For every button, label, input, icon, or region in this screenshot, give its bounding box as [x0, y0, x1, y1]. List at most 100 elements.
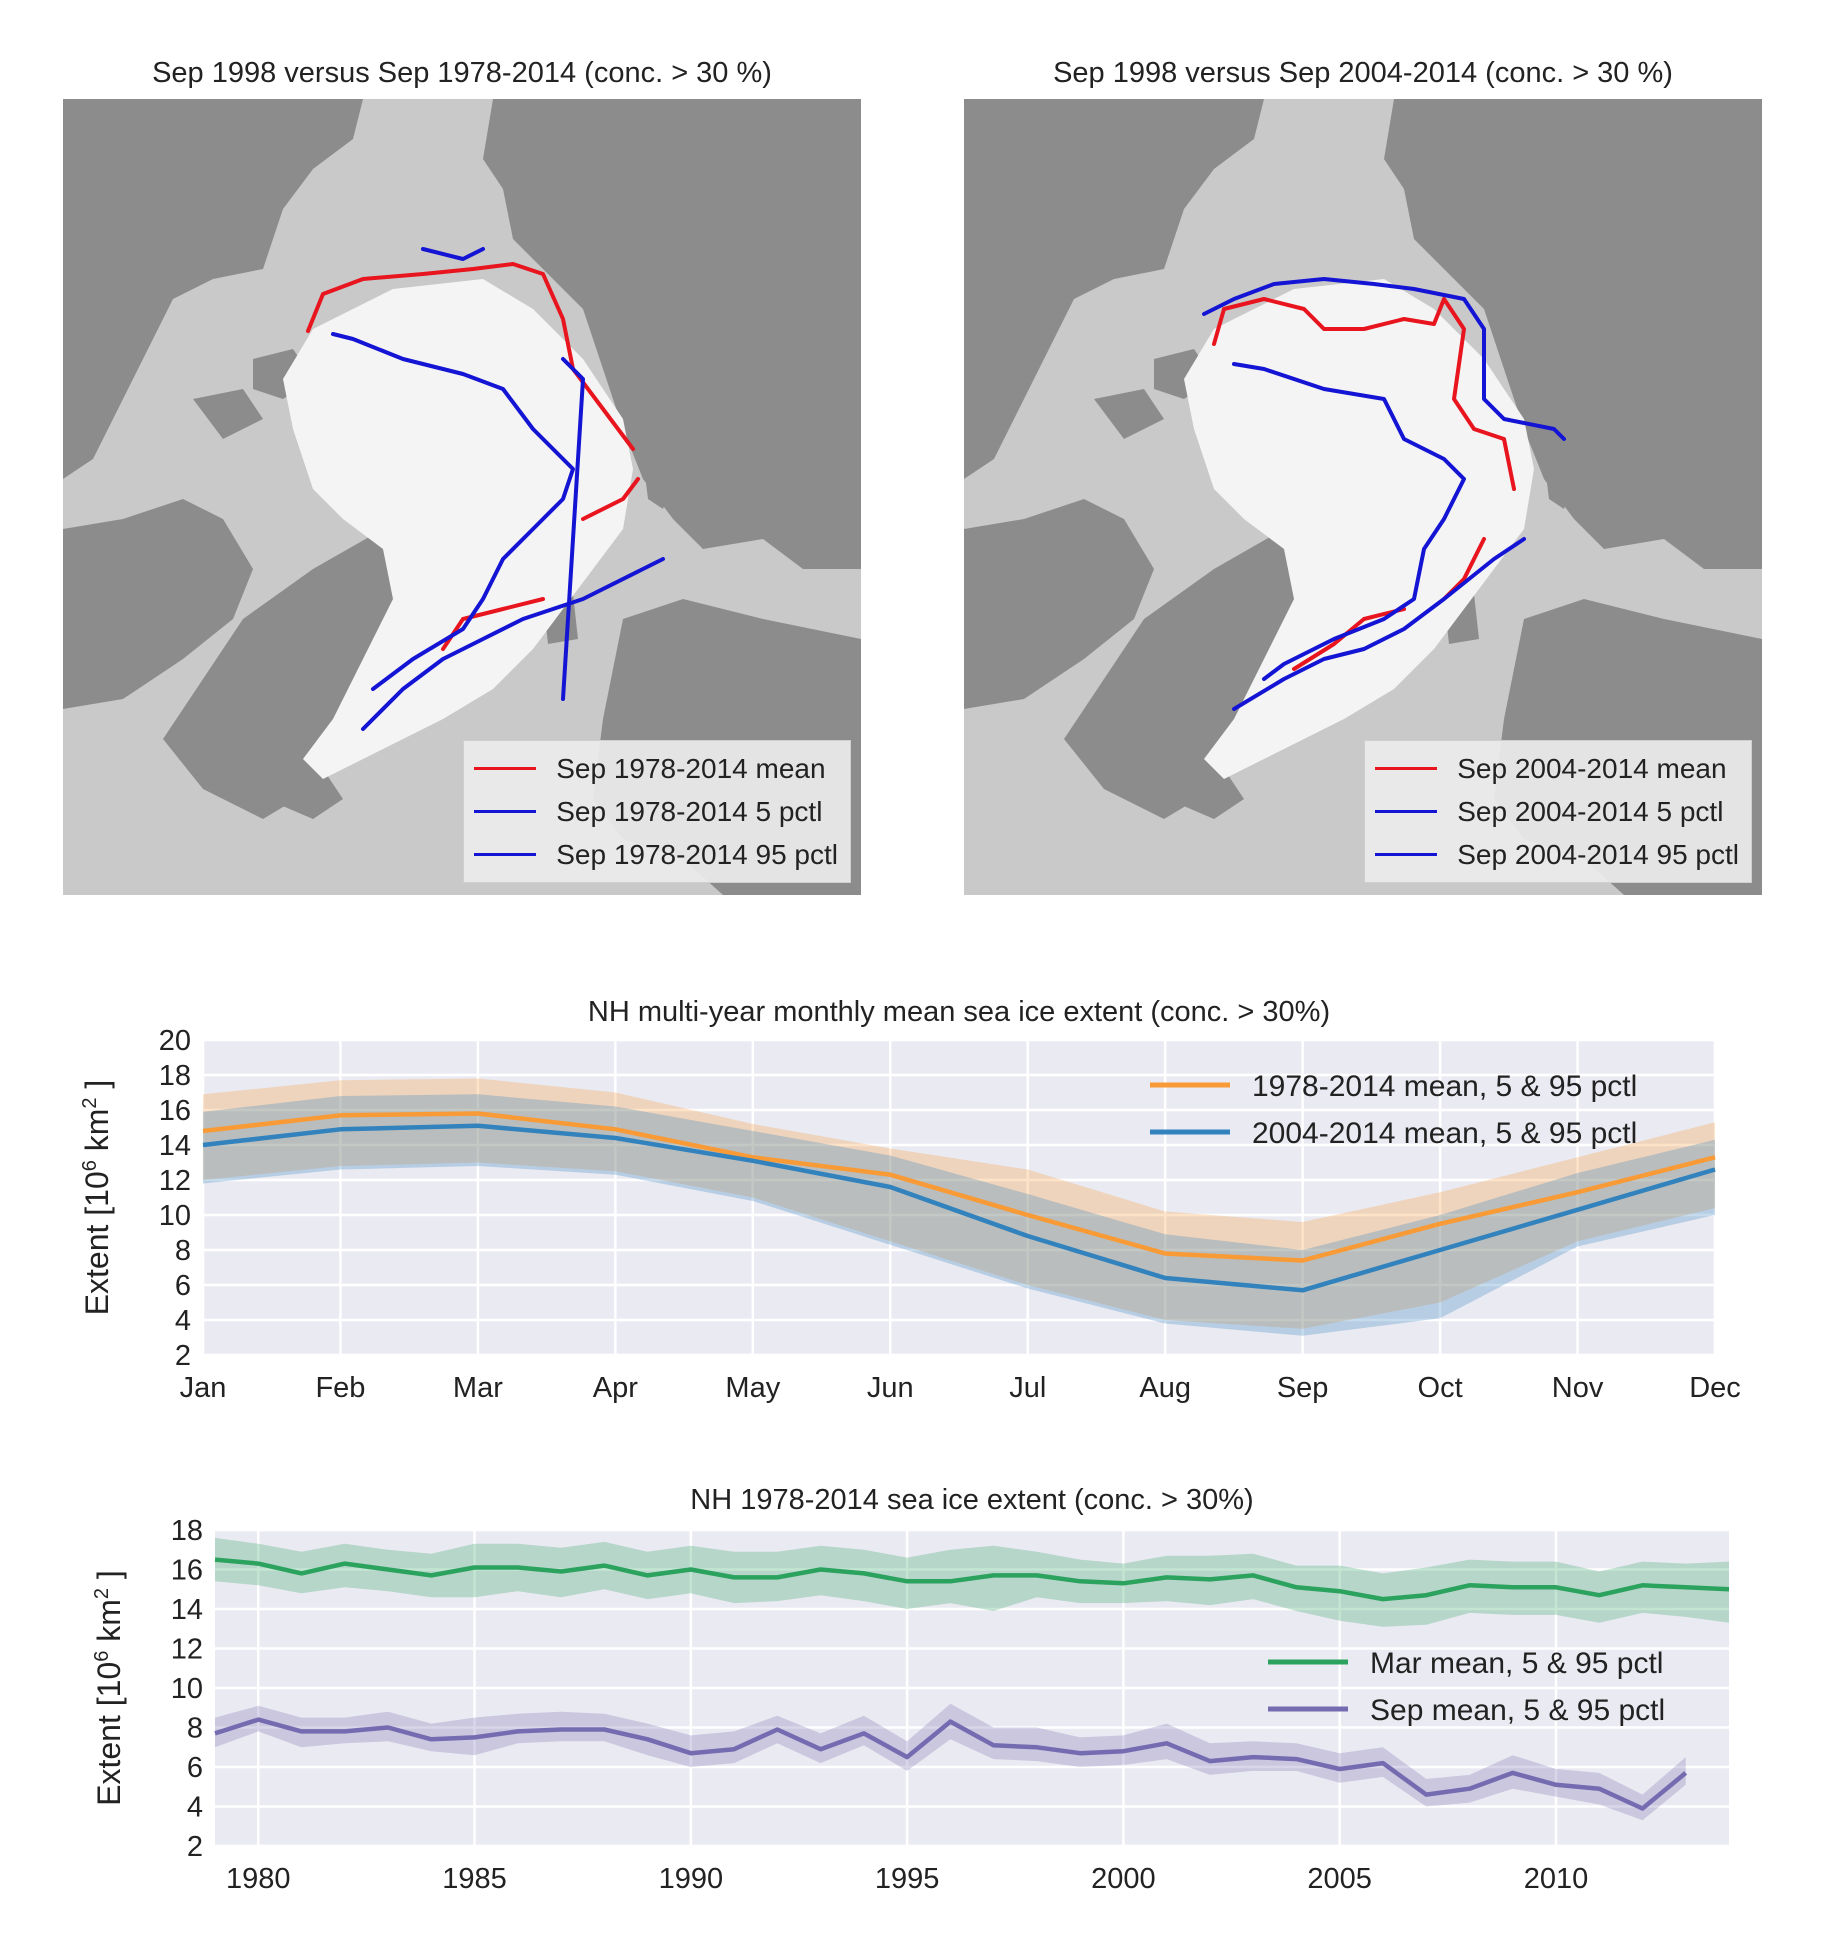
- mean-line: [202, 1123, 1716, 1293]
- y-tick-label: 8: [187, 1713, 203, 1745]
- legend-label: 2004-2014 mean, 5 & 95 pctl: [1252, 1117, 1637, 1150]
- annual-extent-chart: 2 4 6 8 10 12 14 16 18 1980 1985 1990 1995 2000 2005 20…: [91, 1515, 1730, 1895]
- y-tick-label: 12: [171, 1634, 203, 1666]
- x-tick-label: Oct: [1418, 1372, 1463, 1404]
- map-left-title: Sep 1998 versus Sep 1978-2014 (conc. > 3…: [152, 57, 772, 89]
- mean-line: [202, 1111, 1716, 1263]
- p95-contour: [361, 247, 665, 731]
- legend-swatch-mean: [1375, 767, 1438, 770]
- y-tick-label: 14: [159, 1130, 191, 1162]
- percentile-band: [215, 1537, 1729, 1627]
- land-arch-2: [193, 389, 263, 439]
- land-canada-north: [63, 99, 363, 479]
- p95-contour: [1202, 277, 1566, 711]
- x-tick-label: Jul: [1009, 1372, 1046, 1404]
- plot-background: [203, 1040, 1715, 1355]
- y-tick-label: 6: [187, 1752, 203, 1784]
- x-tick-label: Feb: [315, 1372, 365, 1404]
- x-tick-label: 2000: [1091, 1863, 1156, 1895]
- y-tick-label: 16: [171, 1555, 203, 1587]
- land-greenland: [163, 529, 463, 819]
- legend-label: Sep 1978-2014 95 pctl: [556, 838, 838, 870]
- monthly-chart-title: NH multi-year monthly mean sea ice exten…: [587, 996, 1331, 1028]
- ylabel-mid: km: [79, 1109, 115, 1161]
- ylabel-sup1: 6: [79, 1160, 101, 1171]
- y-tick-label: 16: [159, 1095, 191, 1127]
- map-right-legend: Sep 2004-2014 mean Sep 2004-2014 5 pctl …: [1364, 740, 1752, 883]
- legend-label: Sep 1978-2014 5 pctl: [556, 795, 823, 827]
- legend-swatch-p5: [474, 810, 537, 813]
- legend-label: Sep 1978-2014 mean: [556, 752, 826, 784]
- x-tick-label: Apr: [593, 1372, 638, 1404]
- land-greenland: [1064, 529, 1364, 819]
- ylabel-post: ]: [79, 1080, 115, 1098]
- legend-item: Sep 2004-2014 5 pctl: [1375, 790, 1739, 833]
- mean-line: [214, 1557, 1730, 1602]
- map-left-legend: Sep 1978-2014 mean Sep 1978-2014 5 pctl …: [463, 740, 851, 883]
- legend-label: Sep 2004-2014 95 pctl: [1457, 838, 1739, 870]
- legend-item: Sep 1978-2014 5 pctl: [474, 790, 838, 833]
- legend-swatch-mean: [474, 767, 537, 770]
- y-tick-label: 12: [159, 1165, 191, 1197]
- legend-label: Sep 2004-2014 5 pctl: [1457, 795, 1724, 827]
- ylabel-pre: Extent [10: [79, 1171, 115, 1315]
- land-canada-north: [964, 99, 1264, 479]
- legend-item: Sep 2004-2014 95 pctl: [1375, 833, 1739, 876]
- legend-label: Mar mean, 5 & 95 pctl: [1370, 1647, 1663, 1680]
- x-tick-label: Mar: [453, 1372, 503, 1404]
- y-tick-label: 18: [171, 1515, 203, 1547]
- x-tick-label: 1995: [875, 1863, 940, 1895]
- x-tick-label: Dec: [1689, 1372, 1741, 1404]
- y-axis-label: Extent [106 km2 ]: [79, 1080, 115, 1316]
- land-novaya: [643, 429, 683, 509]
- x-tick-label: Jan: [180, 1372, 227, 1404]
- y-tick-label: 10: [159, 1200, 191, 1232]
- y-tick-label: 4: [187, 1792, 203, 1824]
- land-canada-south: [63, 499, 253, 709]
- percentile-band: [203, 1078, 1715, 1329]
- x-tick-label: Aug: [1139, 1372, 1191, 1404]
- annual-chart-title: NH 1978-2014 sea ice extent (conc. > 30%…: [690, 1484, 1254, 1516]
- x-tick-label: 1990: [659, 1863, 724, 1895]
- legend-swatch-p95: [1375, 853, 1438, 856]
- y-tick-label: 20: [159, 1025, 191, 1057]
- y-tick-label: 6: [175, 1270, 191, 1302]
- ice-1998-extent: [283, 279, 633, 779]
- x-tick-label: 1980: [226, 1863, 291, 1895]
- legend-label: Sep 2004-2014 mean: [1457, 752, 1727, 784]
- land-canada-south: [964, 499, 1154, 709]
- map-right: Sep 2004-2014 mean Sep 2004-2014 5 pctl …: [964, 99, 1762, 895]
- ylabel-sup2: 2: [91, 1588, 113, 1599]
- land-iceland: [278, 769, 343, 819]
- y-axis-label: Extent [106 km2 ]: [91, 1570, 127, 1806]
- legend-item: Sep 1978-2014 95 pctl: [474, 833, 838, 876]
- legend-swatch-p5: [1375, 810, 1438, 813]
- y-tick-label: 10: [171, 1673, 203, 1705]
- y-tick-label: 14: [171, 1594, 203, 1626]
- land-siberia: [483, 99, 861, 569]
- y-tick-label: 8: [175, 1235, 191, 1267]
- x-tick-label: Sep: [1277, 1372, 1329, 1404]
- land-iceland: [1179, 769, 1244, 819]
- map-left: Sep 1978-2014 mean Sep 1978-2014 5 pctl …: [63, 99, 861, 895]
- ylabel-post: ]: [91, 1570, 127, 1588]
- p5-contour: [331, 332, 575, 691]
- y-tick-label: 2: [187, 1831, 203, 1863]
- legend-label: 1978-2014 mean, 5 & 95 pctl: [1252, 1070, 1637, 1103]
- x-tick-label: Jun: [867, 1372, 914, 1404]
- legend-label: Sep mean, 5 & 95 pctl: [1370, 1694, 1665, 1727]
- y-tick-label: 4: [175, 1305, 191, 1337]
- x-tick-label: 1985: [442, 1863, 507, 1895]
- ylabel-sup1: 6: [91, 1651, 113, 1662]
- x-tick-label: Nov: [1552, 1372, 1604, 1404]
- land-siberia: [1384, 99, 1762, 569]
- percentile-band: [215, 1703, 1686, 1821]
- ylabel-sup2: 2: [79, 1097, 101, 1108]
- map-right-title: Sep 1998 versus Sep 2004-2014 (conc. > 3…: [1053, 57, 1673, 89]
- ylabel-pre: Extent [10: [91, 1662, 127, 1806]
- x-tick-label: 2005: [1307, 1863, 1372, 1895]
- y-tick-label: 2: [175, 1340, 191, 1372]
- legend-item: Sep 2004-2014 mean: [1375, 747, 1739, 790]
- ice-1998-extent: [1184, 279, 1534, 779]
